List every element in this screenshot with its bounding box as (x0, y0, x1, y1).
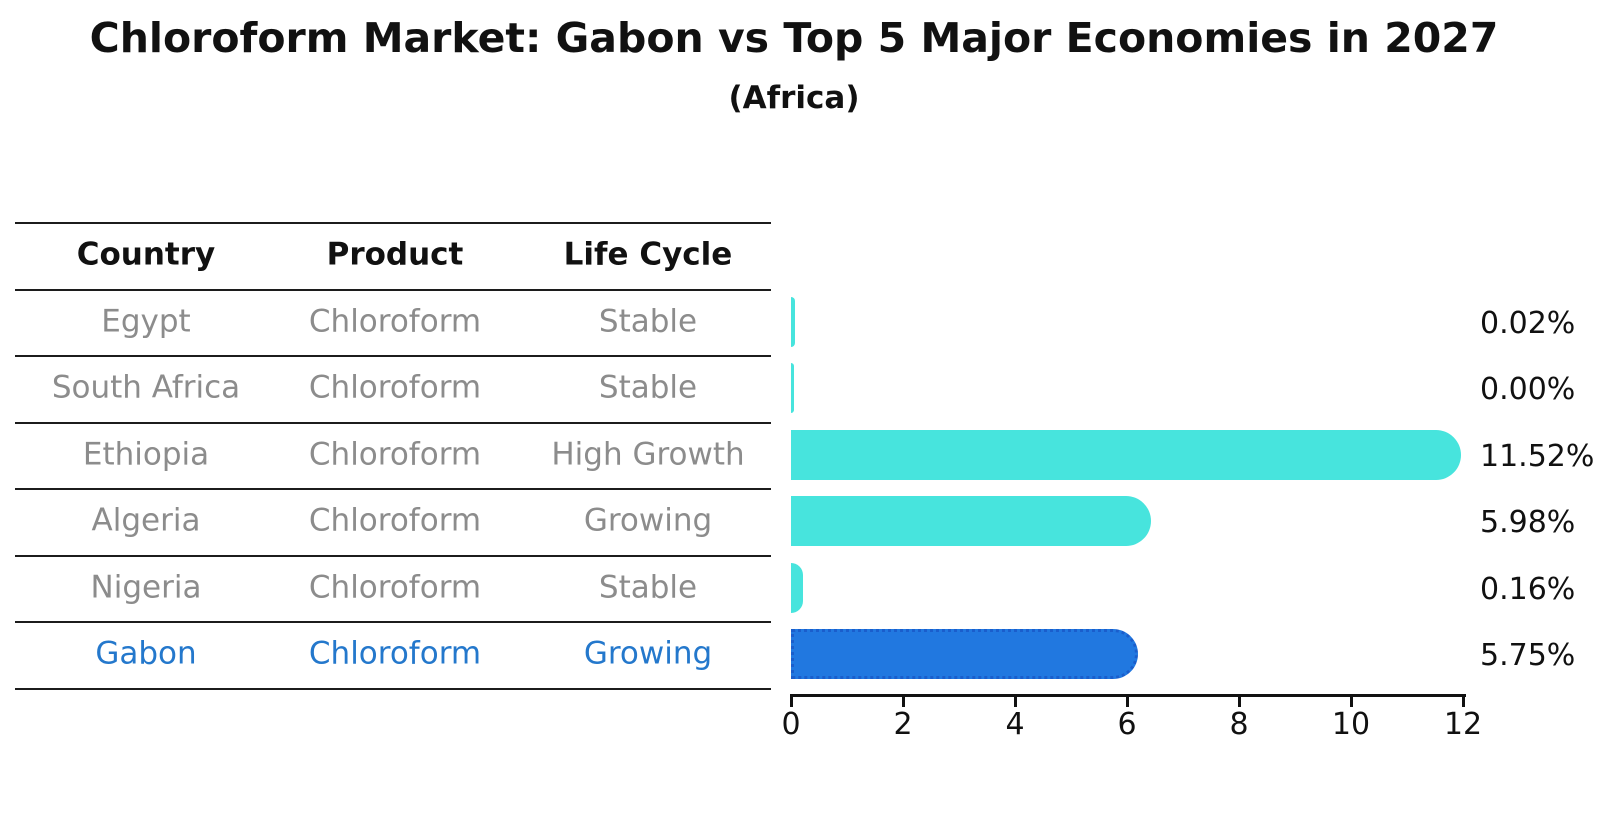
table-header-life-cycle: Life Cycle (563, 236, 733, 273)
bar-nigeria (791, 562, 803, 613)
x-axis-tick-label: 0 (781, 707, 801, 742)
bar-value-label-algeria: 5.98% (1480, 505, 1576, 541)
table-rule (15, 222, 771, 224)
bar-value-label-ethiopia: 11.52% (1480, 438, 1595, 474)
table-header-country: Country (76, 236, 216, 273)
x-axis-tick (1461, 697, 1465, 707)
x-axis-tick-label: 4 (1005, 707, 1025, 742)
table-rule (15, 554, 771, 557)
table-cell-life-cycle-gabon: Growing (583, 635, 713, 672)
table-cell-product-egypt: Chloroform (308, 303, 482, 340)
table-cell-country-ethiopia: Ethiopia (82, 436, 210, 473)
table-cell-life-cycle-ethiopia: High Growth (551, 436, 745, 473)
x-axis-tick (1013, 697, 1017, 707)
x-axis-tick-label: 12 (1443, 707, 1483, 742)
table-cell-product-nigeria: Chloroform (308, 569, 482, 606)
bar-ethiopia (791, 429, 1462, 480)
table-rule (15, 488, 771, 490)
table-rule (15, 621, 771, 623)
table-cell-life-cycle-south-africa: Stable (598, 369, 698, 406)
x-axis-tick (789, 697, 793, 707)
table-rule (15, 355, 771, 357)
x-axis-tick-label: 10 (1331, 707, 1371, 742)
chart-title: Chloroform Market: Gabon vs Top 5 Major … (89, 14, 1499, 62)
table-cell-country-algeria: Algeria (91, 502, 201, 539)
table-cell-product-algeria: Chloroform (308, 502, 482, 539)
table-cell-life-cycle-nigeria: Stable (598, 569, 698, 606)
bar-gabon (791, 629, 1138, 680)
x-axis-tick-label: 2 (893, 707, 913, 742)
table-cell-country-gabon: Gabon (95, 635, 197, 672)
bar-value-label-nigeria: 0.16% (1480, 571, 1576, 607)
table-rule (15, 687, 771, 690)
x-axis-tick (901, 697, 905, 707)
x-axis (790, 694, 1466, 697)
table-rule (15, 421, 771, 424)
x-axis-tick (1349, 697, 1353, 707)
chart-subtitle: (Africa) (728, 80, 860, 116)
table-cell-product-south-africa: Chloroform (308, 369, 482, 406)
x-axis-tick (1237, 697, 1241, 707)
x-axis-tick (1125, 697, 1129, 707)
table-cell-country-nigeria: Nigeria (90, 569, 202, 606)
table-cell-life-cycle-algeria: Growing (583, 502, 713, 539)
table-cell-country-egypt: Egypt (101, 303, 191, 340)
table-header-product: Product (326, 236, 464, 273)
x-axis-tick-label: 6 (1117, 707, 1137, 742)
bar-south-africa (791, 363, 794, 414)
table-cell-country-south-africa: South Africa (51, 369, 241, 406)
bar-value-label-egypt: 0.02% (1480, 305, 1576, 341)
bar-algeria (791, 496, 1151, 547)
bar-value-label-south-africa: 0.00% (1480, 372, 1576, 408)
table-rule (15, 288, 771, 291)
bar-egypt (791, 296, 796, 347)
x-axis-tick-label: 8 (1229, 707, 1249, 742)
bar-value-label-gabon: 5.75% (1480, 638, 1576, 674)
table-cell-product-gabon: Chloroform (308, 635, 482, 672)
table-cell-life-cycle-egypt: Stable (598, 303, 698, 340)
table-cell-product-ethiopia: Chloroform (308, 436, 482, 473)
